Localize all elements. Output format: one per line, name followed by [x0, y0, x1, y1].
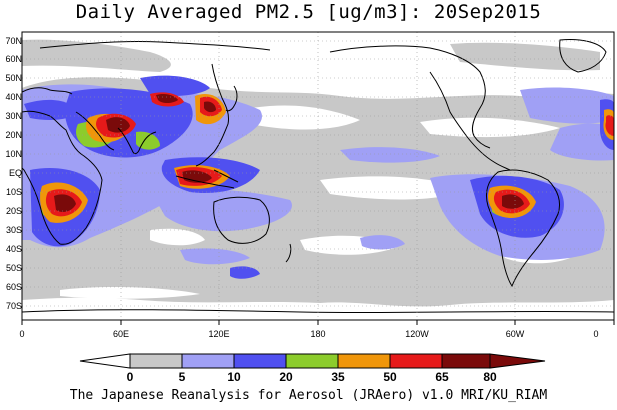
colorbar-label-50: 50	[383, 370, 397, 384]
lon-label-120w: 120W	[405, 329, 429, 339]
footer-credit: The Japanese Reanalysis for Aerosol (JRA…	[69, 388, 548, 403]
lat-label-70s: 70S	[5, 301, 22, 311]
colorbar-cell-0	[79, 353, 131, 369]
colorbar-cell-4	[285, 353, 339, 369]
lat-label-40n: 40N	[5, 92, 22, 102]
lat-label-eq: EQ	[8, 168, 22, 178]
lat-label-20s: 20S	[5, 206, 22, 216]
colorbar-label-20: 20	[279, 370, 293, 384]
lat-label-60n: 60N	[5, 54, 22, 64]
lat-label-20n: 20N	[5, 130, 22, 140]
graticule	[22, 32, 614, 320]
colorbar-cell-7	[441, 353, 491, 369]
lon-label-60e: 60E	[112, 329, 129, 339]
lat-label-60s: 60S	[5, 282, 22, 292]
lat-label-50n: 50N	[5, 73, 22, 83]
lon-label-0-east-edge: 0	[593, 329, 599, 339]
colorbar-label-35: 35	[331, 370, 345, 384]
colorbar-cell-3	[233, 353, 287, 369]
colorbar-cell-5	[337, 353, 391, 369]
colorbar-label-65: 65	[435, 370, 449, 384]
lat-label-70n: 70N	[5, 36, 22, 46]
colorbar-cell-6	[389, 353, 443, 369]
colorbar-label-5: 5	[178, 370, 186, 384]
lat-label-50s: 50S	[5, 263, 22, 273]
colorbar-label-10: 10	[227, 370, 241, 384]
lat-label-30n: 30N	[5, 111, 22, 121]
colorbar-label-0: 0	[126, 370, 134, 384]
map-title: Daily Averaged PM2.5 [ug/m3]: 20Sep2015	[75, 1, 542, 23]
lon-label-180: 180	[310, 329, 326, 339]
colorbar	[79, 353, 546, 369]
colorbar-label-80: 80	[483, 370, 497, 384]
colorbar-cell-1	[129, 353, 183, 369]
lat-label-10n: 10N	[5, 149, 22, 159]
map-panel	[22, 32, 614, 320]
lon-label-0-west-edge: 0	[19, 329, 25, 339]
coastlines	[22, 39, 614, 314]
lat-label-30s: 30S	[5, 225, 22, 235]
colorbar-cell-2	[181, 353, 235, 369]
lat-label-40s: 40S	[5, 244, 22, 254]
lat-label-10s: 10S	[5, 187, 22, 197]
axis-ticks	[21, 320, 615, 325]
lon-label-120e: 120E	[208, 329, 230, 339]
lon-label-60w: 60W	[505, 329, 525, 339]
colorbar-cell-8	[489, 353, 546, 369]
